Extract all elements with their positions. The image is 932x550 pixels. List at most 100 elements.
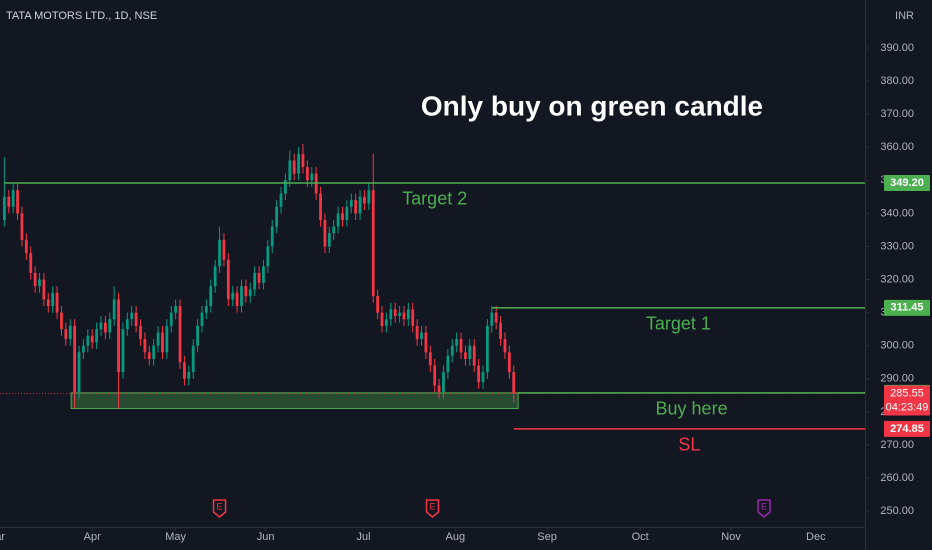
candle-body [389,309,393,320]
candle-body [29,253,33,273]
x-tick-label: Nov [721,531,741,543]
x-tick-label: Aug [446,531,466,543]
candle-body [156,332,160,346]
x-tick-label: Mar [0,531,5,543]
buy-zone [70,392,519,410]
y-tick-label: 320.00 [880,273,914,285]
y-tick-label: 390.00 [880,42,914,54]
candle-body [384,319,388,326]
candle-body [143,339,147,353]
price-tag [884,420,930,437]
x-tick-label: Jun [257,531,275,543]
candle-body [477,365,481,383]
candle-body [393,309,397,316]
candle-body [99,322,103,330]
candle-body [424,332,428,353]
x-tick-label: Apr [84,531,101,543]
candle-body [86,335,90,346]
candle-body [398,312,401,316]
candle-body [437,385,441,393]
price-tag [884,299,930,316]
candle-body [16,190,19,214]
candle-body [95,329,98,343]
x-tick-label: Oct [632,531,649,543]
candle-body [222,239,226,260]
candle-body [442,372,445,393]
x-tick-label: Dec [806,531,826,543]
candle-body [60,312,63,330]
candle-body [297,153,300,174]
candle-body [363,196,366,204]
candle-body [279,193,283,207]
candle-body [125,319,129,330]
candle-body [288,160,292,181]
candle-body [161,332,164,353]
candle-body [24,239,28,254]
candle-body [323,219,327,247]
candle-body [275,206,279,227]
candle-body [332,226,336,234]
event-label: E [761,501,767,511]
candle-body [507,352,511,373]
candle-body [345,206,349,220]
candle-body [112,299,116,320]
candle-body [503,339,507,353]
candle-body [433,365,437,386]
candle-body [165,325,169,353]
y-tick-label: 340.00 [880,207,914,219]
candle-body [327,233,331,247]
candle-body [82,345,85,353]
candle-body [174,306,178,313]
candle-body [380,312,384,326]
level-label: Target 2 [402,189,467,209]
candle-body [490,312,494,326]
candle-body [64,329,68,340]
candle-body [213,266,217,287]
y-tick-label: 370.00 [880,108,914,120]
y-tick-label: 270.00 [880,439,914,451]
symbol-title: TATA MOTORS LTD., 1D, NSE [6,10,157,22]
last-price-label: 285.55 [890,387,924,399]
candle-body [231,292,235,300]
candle-body [420,332,423,340]
candle-body [411,309,415,326]
event-marker [757,499,771,518]
candle-body [90,335,94,343]
price-tag-label: 274.85 [890,423,924,435]
y-tick-label: 380.00 [880,75,914,87]
candle-body [481,372,485,383]
candle-body [73,325,77,393]
candle-body [130,312,134,320]
candle-body [415,325,419,340]
candle-body [117,299,120,373]
level-label: Target 1 [646,314,711,334]
y-tick-label: 290.00 [880,373,914,385]
candle-body [20,213,24,240]
candle-body [284,180,287,194]
candle-body [204,306,208,313]
level-label: SL [678,435,700,455]
candle-body [103,322,107,333]
candle-body [183,362,186,379]
candle-body [248,289,252,297]
candle-body [402,312,406,320]
candle-body [235,292,239,307]
candle-body [108,319,112,333]
candle-body [191,345,195,373]
candle-body [468,345,472,359]
candle-body [257,272,261,283]
annotation: Only buy on green candle [421,90,763,121]
candle-body [341,213,344,220]
y-tick-label: 330.00 [880,240,914,252]
candle-body [406,309,410,320]
candle-body [226,259,230,300]
candle-body [349,200,353,207]
candle-body [38,279,41,287]
candle-body [450,345,454,356]
candle-body [178,306,182,363]
candle-body [266,246,270,267]
candle-body [152,345,156,359]
price-tag-label: 311.45 [890,302,923,314]
